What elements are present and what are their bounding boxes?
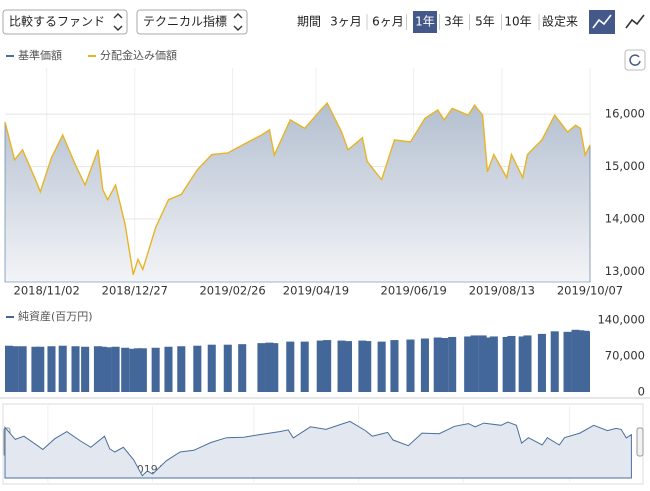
period-selected (413, 11, 437, 33)
bar (151, 347, 160, 392)
period-button[interactable]: 5年 (475, 15, 495, 29)
fund-select-label: 比較するファンド (9, 14, 105, 29)
technical-select-label: テクニカル指標 (143, 14, 227, 29)
line-chart-toggle[interactable] (625, 14, 645, 29)
y-tick-label: 140,000 (597, 313, 645, 327)
y-tick-label: 0 (638, 385, 645, 399)
bar (121, 347, 130, 392)
bar (36, 346, 45, 392)
period-buttons: 3ヶ月 6ヶ月 1年 3年 5年 10年 設定来 (330, 11, 578, 33)
line (4, 101, 591, 275)
x-tick-label: 2018/11/02 (14, 284, 80, 298)
period-button[interactable]: 10年 (504, 15, 531, 29)
bar (323, 340, 332, 392)
bar (563, 331, 572, 392)
reset-button[interactable] (624, 49, 646, 71)
bar (58, 345, 67, 392)
bar (138, 348, 147, 392)
bar (571, 329, 580, 392)
y-tick-label: 70,000 (605, 349, 645, 363)
x-tick-label: 2019/02/26 (199, 284, 265, 298)
bar (420, 338, 429, 392)
x-tick-label: 2019/06/19 (381, 284, 447, 298)
bar (111, 346, 120, 392)
period-button[interactable]: 3年 (444, 15, 464, 29)
bar (238, 344, 247, 392)
navigator-handle[interactable] (636, 427, 644, 457)
bar (18, 346, 27, 392)
y-tick-label: 15,000 (605, 159, 645, 173)
bar (164, 346, 173, 392)
bar (576, 330, 585, 392)
bar (81, 346, 90, 392)
bar (10, 346, 19, 392)
y-tick-label: 14,000 (605, 212, 645, 226)
bar (440, 338, 449, 392)
bar (518, 336, 527, 392)
bar (47, 346, 56, 392)
bar (300, 341, 309, 392)
bar (390, 340, 399, 392)
bar (507, 335, 516, 392)
bar (207, 344, 216, 392)
bar (93, 346, 102, 392)
x-tick-label: 2019/04/19 (283, 284, 349, 298)
bar (5, 345, 14, 392)
bar (363, 341, 372, 392)
bar (470, 335, 479, 392)
bar (193, 345, 202, 392)
period-button[interactable]: 1年 (415, 15, 435, 29)
bar (433, 337, 442, 392)
x-tick-label: 2019/08/13 (469, 284, 535, 298)
period-button[interactable]: 6ヶ月 (372, 15, 404, 29)
bar (464, 336, 473, 392)
bar (257, 343, 266, 392)
bar (537, 333, 546, 392)
bar (523, 335, 532, 392)
bar (337, 340, 346, 392)
bar (502, 336, 511, 392)
bar (31, 346, 40, 392)
icon (629, 54, 641, 66)
bar (406, 339, 415, 392)
bar (223, 344, 232, 392)
bar (177, 346, 186, 392)
y-tick-label: 16,000 (605, 107, 645, 121)
period-button[interactable]: 設定来 (542, 14, 578, 29)
y-tick-label: 13,000 (605, 264, 645, 278)
period-label: 期間 (297, 15, 321, 29)
legend-label: 基準価額 (18, 48, 62, 62)
navigator-area (4, 420, 632, 479)
bar (270, 343, 279, 392)
bar (129, 348, 138, 392)
bar (448, 336, 457, 392)
legend-label: 純資産(百万円) (18, 310, 93, 323)
bar (358, 340, 367, 392)
x-tick-label: 2018/12/27 (102, 284, 168, 298)
bar (286, 341, 295, 392)
period-button[interactable]: 3ヶ月 (330, 15, 362, 29)
bar (103, 347, 112, 392)
legend-label: 分配金込み価額 (100, 48, 177, 62)
bar (133, 348, 143, 392)
bar (550, 331, 559, 392)
select-arrow (233, 13, 243, 31)
bar (483, 337, 492, 392)
bar (343, 341, 353, 392)
bar (265, 342, 274, 392)
bar (98, 346, 107, 392)
bar (478, 335, 487, 392)
bar (377, 341, 386, 392)
bar (71, 346, 80, 392)
bar (316, 340, 325, 392)
x-tick-label: 2019/10/07 (557, 284, 623, 298)
select-arrow (113, 13, 123, 31)
bar (489, 336, 498, 392)
technical-select[interactable] (136, 9, 248, 35)
bar (581, 331, 590, 392)
icon (592, 14, 612, 29)
fund-select[interactable] (2, 9, 128, 35)
